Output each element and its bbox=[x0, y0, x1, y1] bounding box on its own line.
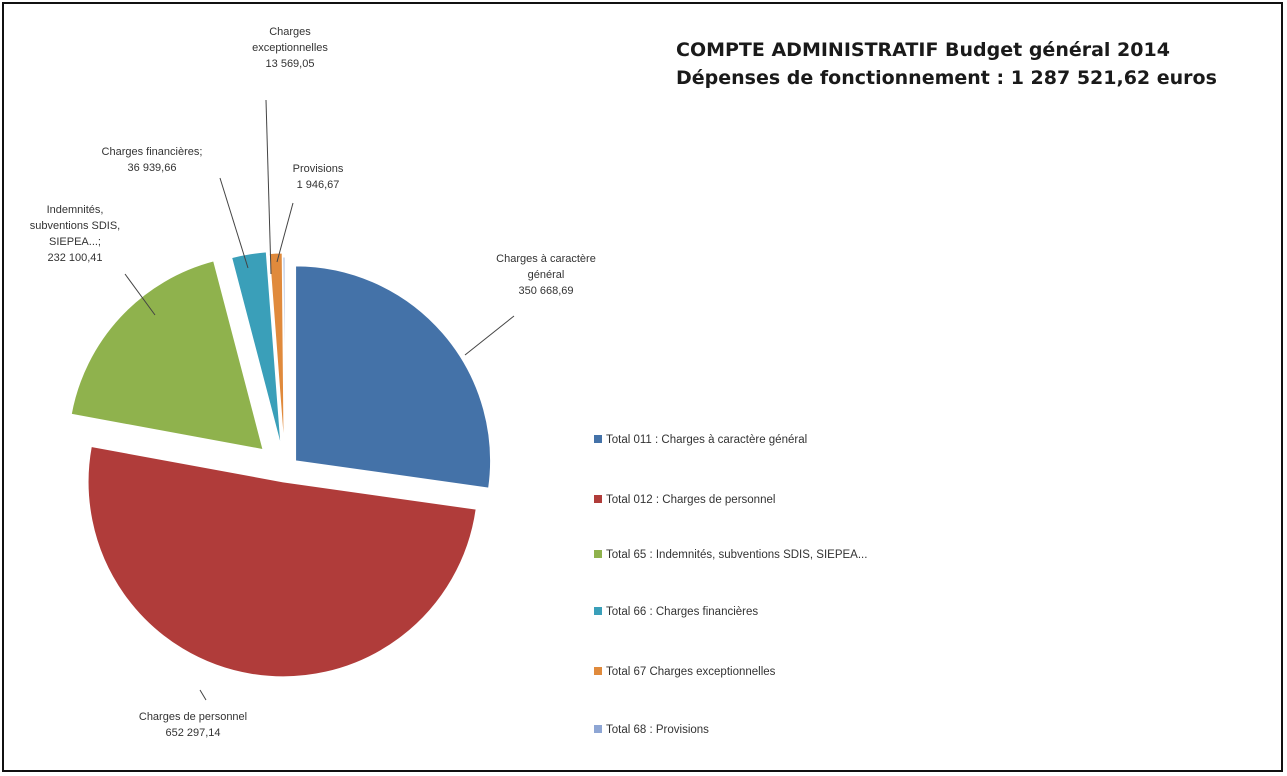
data-label-line: SIEPEA...; bbox=[49, 236, 101, 248]
legend-swatch bbox=[594, 607, 602, 615]
data-label-line: Charges à caractère bbox=[496, 253, 596, 265]
legend-swatch bbox=[594, 435, 602, 443]
data-label: Provisions 1 946,67 bbox=[293, 163, 344, 191]
data-label-line: 36 939,66 bbox=[128, 162, 177, 174]
legend-label: Total 011 : Charges à caractère général bbox=[606, 434, 808, 446]
data-label-line: Charges de personnel bbox=[139, 711, 247, 723]
pie-slice bbox=[282, 256, 286, 453]
title-line-2: Dépenses de fonctionnement : 1 287 521,6… bbox=[676, 67, 1217, 89]
legend-swatch bbox=[594, 725, 602, 733]
pie-slice bbox=[295, 265, 492, 489]
data-label: Charges financières; 36 939,66 bbox=[102, 146, 203, 174]
data-label-line: 232 100,41 bbox=[47, 252, 102, 264]
legend-label: Total 012 : Charges de personnel bbox=[606, 494, 776, 506]
leader-line bbox=[265, 99, 272, 275]
legend-swatch bbox=[594, 495, 602, 503]
data-label-line: général bbox=[528, 269, 565, 281]
legend-item-65: Total 65 : Indemnités, subventions SDIS,… bbox=[594, 545, 884, 565]
data-label-line: Provisions bbox=[293, 163, 344, 175]
data-label-line: 13 569,05 bbox=[266, 58, 315, 70]
legend-label: Total 66 : Charges financières bbox=[606, 606, 759, 618]
data-label-line: exceptionnelles bbox=[252, 42, 328, 54]
legend-swatch bbox=[594, 667, 602, 675]
pie-slice bbox=[268, 252, 285, 449]
data-label: Charges de personnel 652 297,14 bbox=[139, 711, 247, 739]
leader-line bbox=[219, 177, 249, 269]
data-label-line: subventions SDIS, bbox=[30, 220, 121, 232]
data-label-line: Indemnités, bbox=[47, 204, 104, 216]
pie-slice bbox=[87, 445, 477, 678]
legend-label: Total 68 : Provisions bbox=[606, 724, 709, 736]
chart-title: COMPTE ADMINISTRATIF Budget général 2014… bbox=[676, 36, 1217, 92]
leader-line bbox=[276, 202, 294, 263]
data-label-line: Charges financières; bbox=[102, 146, 203, 158]
legend-item-67: Total 67 Charges exceptionnelles bbox=[594, 662, 884, 682]
data-label: Charges à caractère général 350 668,69 bbox=[496, 253, 596, 297]
leader-line bbox=[199, 689, 207, 701]
data-label-line: Charges bbox=[269, 26, 311, 38]
pie-slice bbox=[70, 260, 264, 451]
legend-item-68: Total 68 : Provisions bbox=[594, 720, 884, 740]
leader-line bbox=[464, 315, 515, 356]
leader-line bbox=[124, 273, 156, 316]
pie-slice bbox=[231, 251, 282, 447]
legend-swatch bbox=[594, 550, 602, 558]
title-line-1: COMPTE ADMINISTRATIF Budget général 2014 bbox=[676, 39, 1170, 61]
data-label: Charges exceptionnelles 13 569,05 bbox=[252, 26, 328, 70]
legend-item-012: Total 012 : Charges de personnel bbox=[594, 490, 884, 510]
data-label-line: 350 668,69 bbox=[518, 285, 573, 297]
data-label-line: 1 946,67 bbox=[297, 179, 340, 191]
legend-label: Total 67 Charges exceptionnelles bbox=[606, 666, 776, 678]
legend-item-66: Total 66 : Charges financières bbox=[594, 602, 884, 622]
data-label: Indemnités, subventions SDIS, SIEPEA...; 23… bbox=[30, 204, 121, 264]
data-label-line: 652 297,14 bbox=[165, 727, 220, 739]
legend-item-011: Total 011 : Charges à caractère général bbox=[594, 430, 884, 450]
legend-label: Total 65 : Indemnités, subventions SDIS,… bbox=[606, 549, 868, 561]
